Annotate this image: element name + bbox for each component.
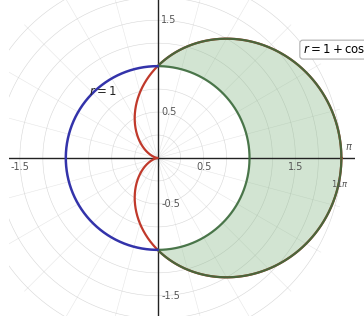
Text: $r = 1$: $r = 1$ xyxy=(89,85,116,98)
Text: 0.5: 0.5 xyxy=(161,107,177,117)
Text: 1.5: 1.5 xyxy=(288,162,303,172)
Text: -1.5: -1.5 xyxy=(161,291,180,301)
Polygon shape xyxy=(158,39,341,277)
Text: -0.5: -0.5 xyxy=(161,199,180,209)
Text: 0.5: 0.5 xyxy=(196,162,211,172)
Text: 1.5: 1.5 xyxy=(161,15,177,25)
Text: -1.5: -1.5 xyxy=(11,162,29,172)
Text: $11\pi$: $11\pi$ xyxy=(331,178,349,189)
Text: $\pi$: $\pi$ xyxy=(345,143,353,153)
Text: $r = 1 + \cos\theta$: $r = 1 + \cos\theta$ xyxy=(303,43,364,56)
